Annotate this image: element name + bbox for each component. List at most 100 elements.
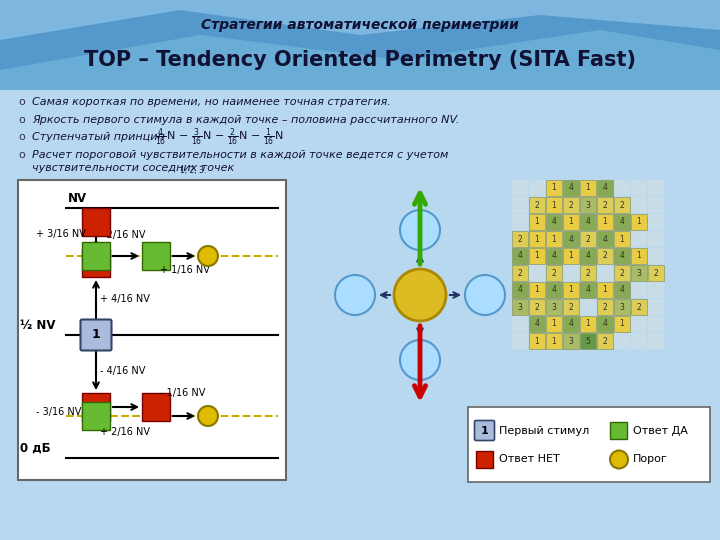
Text: 1: 1 [636, 218, 642, 226]
Bar [648, 231, 664, 247]
Bar [512, 333, 528, 349]
Bar [614, 265, 630, 281]
FancyBboxPatch shape [474, 421, 495, 441]
Bar [512, 299, 528, 315]
Bar [82, 208, 110, 236]
Bar [597, 214, 613, 230]
Bar [648, 265, 664, 281]
Bar [580, 197, 596, 213]
Text: TOP – Tendency Oriented Perimetry (SITA Fast): TOP – Tendency Oriented Perimetry (SITA … [84, 50, 636, 70]
Bar [563, 231, 579, 247]
Text: 4: 4 [603, 234, 608, 244]
Bar [563, 180, 579, 196]
Text: 4: 4 [585, 252, 590, 260]
Bar [648, 333, 664, 349]
Bar [580, 248, 596, 264]
Bar [580, 299, 596, 315]
Bar [546, 265, 562, 281]
Bar [82, 249, 110, 277]
Text: 1: 1 [620, 320, 624, 328]
Bar [468, 407, 710, 482]
Bar [597, 282, 613, 298]
Circle shape [400, 340, 440, 380]
Bar [512, 316, 528, 332]
Bar [648, 248, 664, 264]
Text: 4: 4 [569, 320, 573, 328]
Text: 4: 4 [552, 286, 557, 294]
Text: - 2/16 NV: - 2/16 NV [100, 230, 145, 240]
Bar [82, 393, 110, 421]
Text: 1: 1 [535, 234, 539, 244]
Bar [597, 265, 613, 281]
Bar [546, 214, 562, 230]
Text: 4: 4 [518, 286, 523, 294]
Bar [529, 316, 545, 332]
Text: 2: 2 [535, 302, 539, 312]
Bar [614, 197, 630, 213]
Text: 3: 3 [569, 336, 573, 346]
Text: 1: 1 [552, 200, 557, 210]
Text: 2: 2 [569, 302, 573, 312]
Circle shape [335, 275, 375, 315]
Bar [529, 180, 545, 196]
Text: o: o [18, 115, 24, 125]
Bar [0, 90, 720, 540]
Text: 1: 1 [552, 320, 557, 328]
Bar [580, 282, 596, 298]
Bar [529, 333, 545, 349]
Bar [476, 451, 493, 468]
Bar [614, 299, 630, 315]
Bar [82, 402, 110, 430]
Text: 4: 4 [585, 218, 590, 226]
Text: 1: 1 [603, 218, 608, 226]
Text: 0 дБ: 0 дБ [20, 442, 50, 455]
Text: 3: 3 [620, 302, 624, 312]
Text: 4: 4 [534, 320, 539, 328]
Bar [563, 197, 579, 213]
Text: 1: 1 [535, 252, 539, 260]
Bar [512, 248, 528, 264]
Text: 1: 1 [603, 286, 608, 294]
Bar [546, 316, 562, 332]
Text: 4: 4 [603, 184, 608, 192]
Circle shape [394, 269, 446, 321]
Text: Ответ ДА: Ответ ДА [633, 426, 688, 436]
Bar [142, 393, 170, 421]
Text: 2: 2 [518, 234, 523, 244]
Text: + 3/16 NV: + 3/16 NV [36, 229, 86, 239]
Bar [614, 180, 630, 196]
Text: Яркость первого стимула в каждой точке – половина рассчитанного NV.: Яркость первого стимула в каждой точке –… [32, 115, 459, 125]
Polygon shape [0, 30, 720, 90]
Bar [580, 316, 596, 332]
Text: 3: 3 [585, 200, 590, 210]
Text: 4: 4 [569, 234, 573, 244]
Text: $\mathregular{\frac{4}{16}}$N $\mathregular{-}$ $\mathregular{\frac{3}{16}}$N $\: $\mathregular{\frac{4}{16}}$N $\mathregu… [155, 126, 284, 148]
Text: 1: 1 [535, 336, 539, 346]
Bar [529, 197, 545, 213]
Bar [580, 333, 596, 349]
Text: 4: 4 [518, 252, 523, 260]
Bar [614, 248, 630, 264]
Bar [648, 214, 664, 230]
Text: 2: 2 [603, 252, 608, 260]
Bar [614, 333, 630, 349]
Text: 3: 3 [636, 268, 642, 278]
Text: Первый стимул: Первый стимул [499, 426, 589, 435]
Bar [597, 248, 613, 264]
Bar [614, 231, 630, 247]
Bar [546, 299, 562, 315]
Text: 1, 2, 3.: 1, 2, 3. [180, 166, 206, 176]
Bar [597, 333, 613, 349]
Text: 1: 1 [569, 218, 573, 226]
Text: 2: 2 [620, 200, 624, 210]
Bar [597, 316, 613, 332]
Text: 1: 1 [569, 252, 573, 260]
Text: 2: 2 [620, 268, 624, 278]
Bar [614, 214, 630, 230]
Bar [648, 180, 664, 196]
Bar [529, 214, 545, 230]
Polygon shape [0, 0, 720, 40]
Text: 3: 3 [552, 302, 557, 312]
Text: Самая короткая по времени, но наименее точная стратегия.: Самая короткая по времени, но наименее т… [32, 97, 391, 107]
Text: 4: 4 [620, 252, 624, 260]
